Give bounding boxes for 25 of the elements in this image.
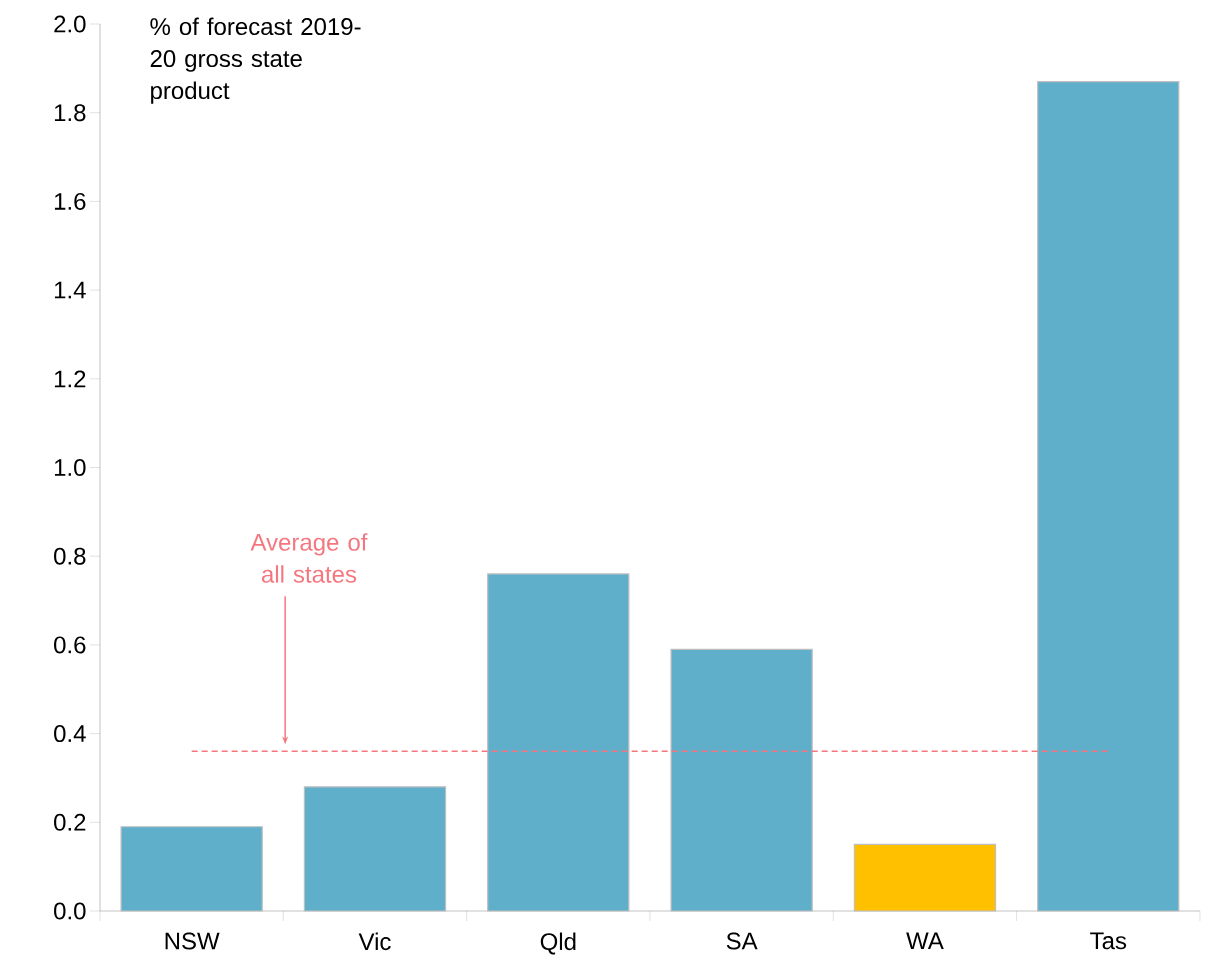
ref-line-label: Average of all states — [250, 533, 368, 583]
x-tick-label: Qld — [540, 932, 576, 955]
bar — [1037, 81, 1180, 912]
y-tick-label: 1.6 — [54, 192, 86, 210]
y-tick-label: 0.8 — [54, 547, 86, 565]
y-tick-label: 0.2 — [54, 813, 86, 831]
y-tick-label: 0.4 — [54, 725, 86, 743]
y-tick-label: 0.0 — [54, 902, 86, 920]
y-tick-label: 0.6 — [54, 636, 86, 654]
bar — [853, 843, 997, 912]
bar — [670, 648, 813, 912]
y-tick-label: 1.8 — [54, 104, 86, 122]
y-tick-label: 1.0 — [54, 458, 86, 476]
x-tick-label: SA — [726, 932, 758, 950]
x-tick-label: Tas — [1090, 932, 1127, 950]
bar — [303, 786, 447, 912]
y-tick-label: 1.4 — [54, 281, 86, 299]
y-tick-label: 2.0 — [54, 15, 86, 33]
y-tick-label: 1.2 — [54, 370, 86, 388]
x-tick-label: NSW — [165, 932, 220, 950]
bar — [120, 826, 263, 912]
bar — [487, 573, 630, 912]
y-axis-title: % of forecast 2019-20 gross state product — [150, 17, 361, 104]
x-tick-label: Vic — [358, 932, 391, 951]
x-tick-label: WA — [906, 932, 944, 950]
